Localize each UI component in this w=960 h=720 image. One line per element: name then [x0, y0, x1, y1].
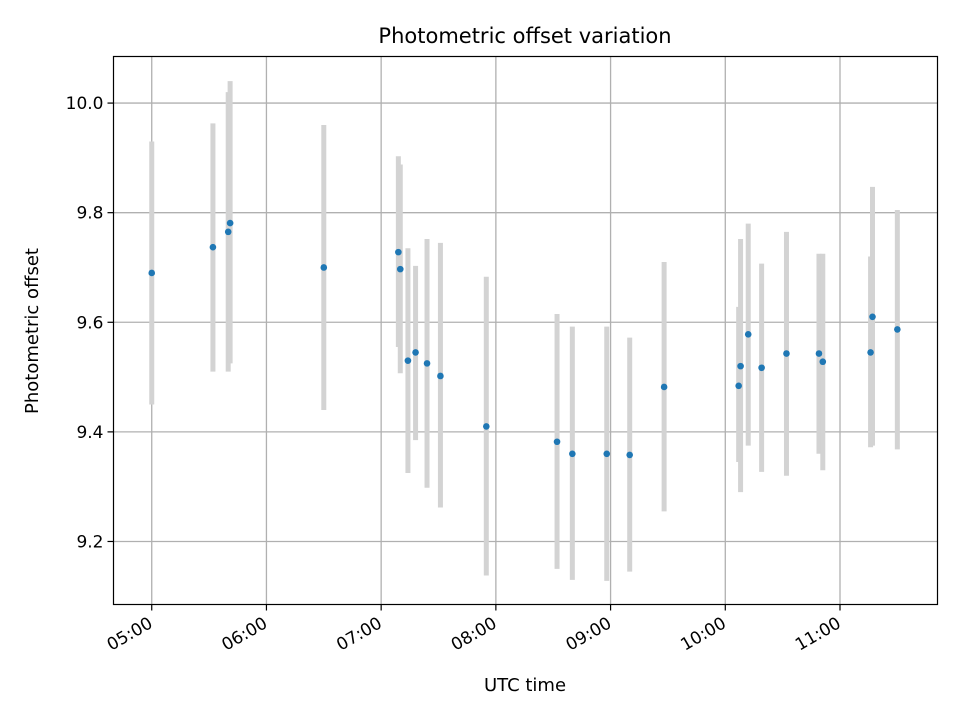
y-axis-title: Photometric offset — [22, 248, 43, 414]
data-point — [412, 349, 419, 356]
data-point — [148, 269, 156, 277]
data-point — [783, 350, 790, 357]
data-point — [626, 451, 633, 459]
y-tick-label: 9.8 — [76, 204, 103, 224]
y-tick-label: 9.2 — [76, 532, 103, 552]
data-point — [815, 350, 823, 357]
data-point — [437, 372, 444, 380]
data-point — [603, 450, 611, 458]
x-tick-label: 05:00 — [104, 614, 156, 656]
data-point — [867, 349, 874, 356]
data-point — [737, 362, 744, 370]
data-point — [869, 313, 876, 321]
data-point — [553, 438, 561, 446]
data-point — [404, 357, 412, 364]
data-point — [395, 248, 402, 256]
y-tick-label: 10.0 — [66, 94, 104, 114]
data-point — [660, 383, 668, 391]
x-tick-label: 07:00 — [333, 614, 385, 656]
point-layer — [148, 219, 901, 459]
x-tick-label: 10:00 — [677, 614, 729, 656]
data-point — [320, 264, 328, 271]
data-point — [483, 423, 490, 430]
x-axis-ticks: 05:00 06:00 07:00 08:00 09:00 10:00 11:00 — [104, 604, 844, 656]
data-point — [224, 228, 232, 236]
x-tick-label: 11:00 — [792, 614, 844, 656]
data-point — [819, 358, 827, 366]
data-point — [226, 219, 234, 227]
errorbar-layer — [149, 81, 900, 581]
x-axis-title: UTC time — [484, 675, 566, 696]
data-point — [569, 450, 576, 458]
y-tick-label: 9.6 — [76, 313, 103, 333]
data-point — [758, 364, 765, 372]
data-point — [735, 382, 742, 390]
y-tick-label: 9.4 — [76, 423, 103, 443]
data-point — [209, 243, 217, 251]
x-tick-label: 09:00 — [563, 614, 615, 656]
x-tick-label: 06:00 — [219, 614, 271, 656]
x-tick-label: 08:00 — [448, 614, 500, 656]
data-point — [396, 265, 404, 273]
plot-frame — [112, 55, 939, 606]
y-axis-ticks: 9.2 9.4 9.6 9.8 10.0 — [66, 94, 114, 552]
grid-layer — [113, 56, 938, 605]
data-point — [423, 360, 431, 367]
data-point — [894, 326, 901, 333]
chart-title: Photometric offset variation — [378, 24, 671, 48]
data-point — [744, 331, 752, 338]
